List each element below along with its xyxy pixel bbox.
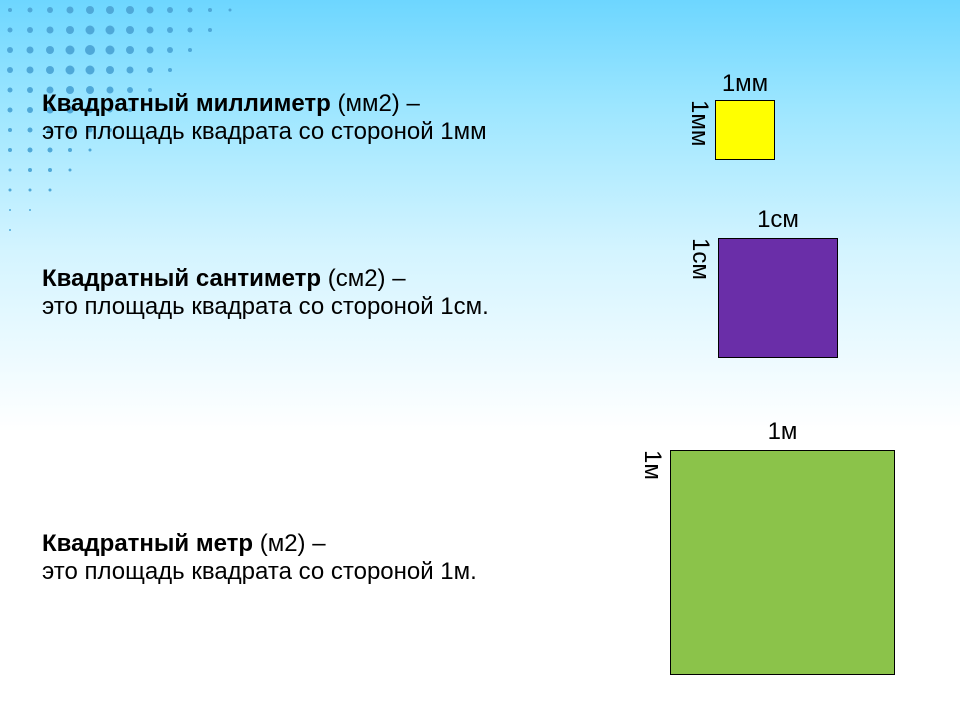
square-m-block: 1м 1м: [670, 450, 895, 675]
square-mm-label-side: 1мм: [685, 100, 713, 160]
definition-mm: Квадратный миллиметр (мм2) – это площадь…: [42, 90, 487, 146]
def-unit: (м2): [260, 530, 306, 557]
definition-cm: Квадратный сантиметр (см2) – это площадь…: [42, 265, 489, 321]
square-cm-block: 1см 1см: [718, 238, 838, 358]
square-m: [670, 450, 895, 675]
square-cm-label-top: 1см: [718, 206, 838, 234]
def-text: это площадь квадрата со стороной 1мм: [42, 118, 487, 146]
definition-line1: Квадратный метр (м2) –: [42, 530, 477, 558]
def-title: Квадратный миллиметр: [42, 90, 331, 117]
def-title: Квадратный сантиметр: [42, 265, 321, 292]
def-dash: –: [406, 90, 419, 117]
def-text: это площадь квадрата со стороной 1см.: [42, 293, 489, 321]
def-dash: –: [392, 265, 405, 292]
def-dash: –: [312, 530, 325, 557]
square-m-label-side: 1м: [638, 450, 666, 675]
square-mm: [715, 100, 775, 160]
definition-m: Квадратный метр (м2) – это площадь квадр…: [42, 530, 477, 586]
square-mm-block: 1мм 1мм: [715, 100, 775, 160]
square-cm-label-side: 1см: [686, 238, 714, 358]
definition-line1: Квадратный миллиметр (мм2) –: [42, 90, 487, 118]
def-unit: (мм2): [337, 90, 399, 117]
def-unit: (см2): [328, 265, 386, 292]
def-title: Квадратный метр: [42, 530, 253, 557]
square-cm: [718, 238, 838, 358]
def-text: это площадь квадрата со стороной 1м.: [42, 558, 477, 586]
square-mm-label-top: 1мм: [715, 70, 775, 98]
definition-line1: Квадратный сантиметр (см2) –: [42, 265, 489, 293]
square-m-label-top: 1м: [670, 418, 895, 446]
